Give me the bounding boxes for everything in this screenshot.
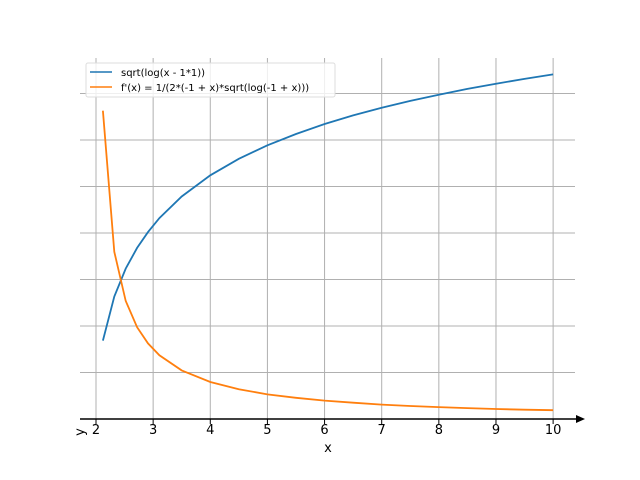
x-tick-label: 9 <box>492 423 500 438</box>
x-tick-label: 6 <box>320 423 328 438</box>
x-tick-label: 2 <box>92 423 100 438</box>
legend-label-0: sqrt(log(x - 1*1)) <box>121 68 205 79</box>
x-ticks: 2 3 4 5 6 7 8 9 10 <box>92 419 562 438</box>
y-axis-label: y <box>73 428 88 436</box>
x-axis-label: x <box>324 441 332 456</box>
x-tick-label: 10 <box>545 423 562 438</box>
grid <box>80 58 575 419</box>
x-tick-label: 5 <box>263 423 271 438</box>
legend-label-1: f'(x) = 1/(2*(-1 + x)*sqrt(log(-1 + x))) <box>121 83 309 94</box>
series-line-0 <box>102 73 554 341</box>
x-tick-label: 8 <box>435 423 443 438</box>
x-tick-label: 7 <box>378 423 386 438</box>
x-tick-label: 3 <box>149 423 157 438</box>
x-axis-arrow-icon <box>576 415 585 423</box>
series-lines <box>102 73 554 412</box>
legend-box <box>85 62 336 98</box>
x-tick-label: 4 <box>206 423 214 438</box>
series-line-1 <box>102 110 554 412</box>
legend: sqrt(log(x - 1*1)) f'(x) = 1/(2*(-1 + x)… <box>85 62 336 98</box>
